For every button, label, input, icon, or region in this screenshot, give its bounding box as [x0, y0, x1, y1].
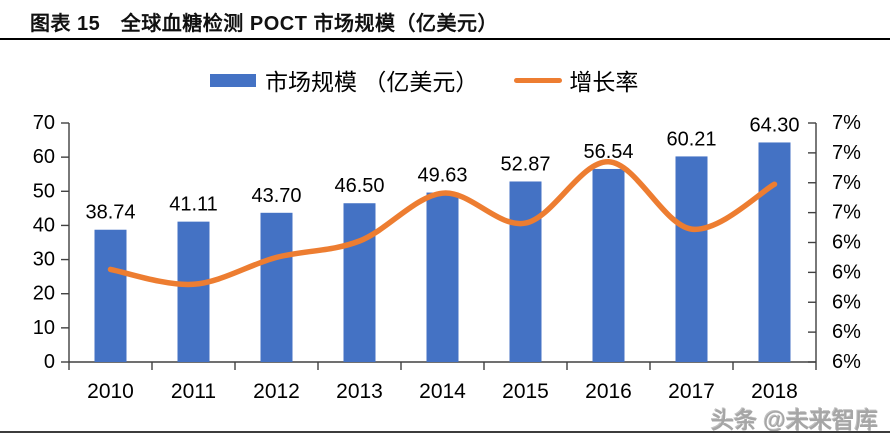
legend-label-market-size: 市场规模 （亿美元） [265, 69, 479, 95]
chart-legend: 市场规模 （亿美元） 增长率 [210, 63, 638, 97]
right-axis-tick-label: 7% [832, 172, 861, 194]
legend-item-market-size[interactable]: 市场规模 （亿美元） [210, 63, 478, 97]
watermark: 头条 @未来智库 [711, 407, 878, 433]
right-axis-tick-label: 7% [832, 202, 861, 224]
left-axis-tick-label: 70 [33, 112, 55, 134]
bar-2012 [260, 212, 293, 362]
bar-2018 [758, 142, 791, 362]
bar-value-label: 52.87 [500, 153, 550, 175]
right-axis-tick-label: 6% [832, 232, 861, 254]
bar-value-label: 43.70 [251, 185, 301, 207]
left-axis-tick-label: 40 [33, 214, 55, 236]
year-label: 2010 [87, 380, 134, 403]
legend-label-growth-rate: 增长率 [569, 69, 639, 95]
bar-2014 [426, 192, 459, 362]
legend-item-growth-rate[interactable]: 增长率 [514, 63, 638, 97]
bar-2017 [675, 156, 708, 362]
right-axis-tick-label: 6% [832, 321, 861, 343]
bar-2015 [509, 181, 542, 362]
bottom-divider [0, 431, 890, 433]
left-axis-tick-label: 50 [33, 180, 55, 202]
year-label: 2018 [751, 380, 798, 403]
bar-2010 [94, 229, 127, 362]
left-axis-tick-label: 60 [33, 146, 55, 168]
bar-2013 [343, 203, 376, 362]
year-label: 2014 [419, 380, 466, 403]
legend-bar-swatch-icon [210, 73, 256, 87]
bar-value-label: 60.21 [666, 128, 716, 150]
bar-2016 [592, 168, 625, 362]
bar-value-label: 64.30 [749, 114, 799, 136]
bar-value-label: 38.74 [85, 202, 135, 224]
year-label: 2013 [336, 380, 383, 403]
right-axis-tick-label: 6% [832, 261, 861, 283]
bar-value-label: 49.63 [417, 165, 467, 187]
right-axis-tick-label: 6% [832, 351, 861, 373]
figure-title: 图表 15 全球血糖检测 POCT 市场规模（亿美元） [30, 13, 498, 35]
year-label: 2017 [668, 380, 715, 403]
left-axis-tick-label: 30 [33, 249, 55, 271]
year-label: 2015 [502, 380, 549, 403]
right-axis-tick-label: 7% [832, 142, 861, 164]
bar-value-label: 41.11 [169, 194, 218, 216]
year-label: 2011 [171, 380, 216, 403]
right-axis-tick-label: 6% [832, 291, 861, 313]
bar-value-label: 46.50 [334, 175, 384, 197]
year-label: 2016 [585, 380, 632, 403]
legend-line-swatch-icon [514, 77, 563, 83]
right-axis-tick-label: 7% [832, 112, 861, 134]
year-label: 2012 [253, 380, 300, 403]
growth-rate-line [107, 159, 778, 288]
bar-2011 [177, 221, 210, 362]
title-divider [0, 38, 890, 40]
bar-value-label: 56.54 [583, 141, 633, 163]
left-axis-tick-label: 0 [44, 351, 55, 373]
left-axis-tick-label: 10 [33, 317, 55, 339]
left-axis-tick-label: 20 [33, 283, 55, 305]
